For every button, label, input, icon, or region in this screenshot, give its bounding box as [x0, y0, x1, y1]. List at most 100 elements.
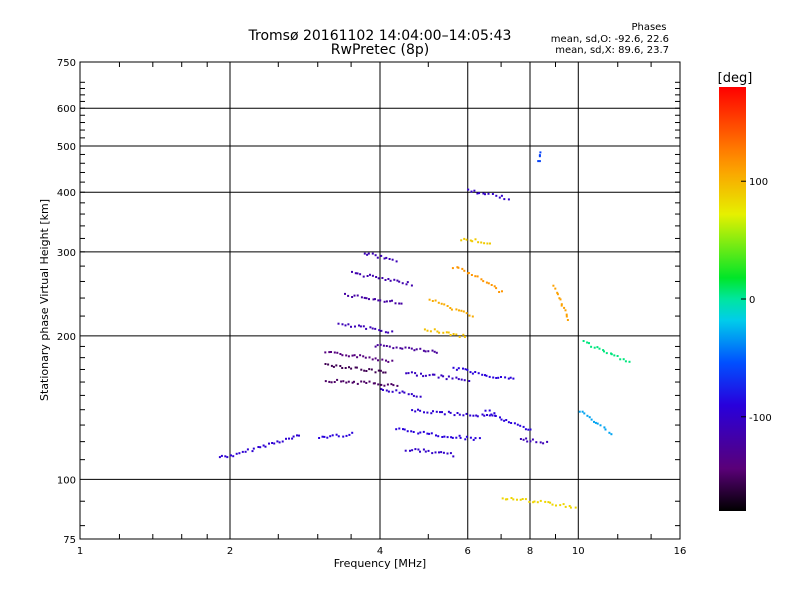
data-point [455, 376, 458, 379]
data-point [457, 378, 460, 381]
data-point [391, 390, 394, 393]
data-point [568, 505, 571, 507]
data-point [417, 448, 420, 451]
data-point [564, 505, 567, 508]
data-point [610, 353, 613, 356]
data-point [362, 275, 365, 278]
data-point [487, 192, 490, 195]
data-point [468, 380, 471, 382]
colorbar-label: [deg] [718, 71, 753, 86]
data-point [384, 331, 387, 334]
data-point [486, 414, 488, 416]
data-point [324, 351, 327, 354]
data-point [422, 375, 425, 378]
data-point [440, 451, 443, 454]
data-point [365, 382, 368, 384]
data-point [599, 424, 602, 427]
data-point [462, 333, 465, 336]
data-point [484, 409, 487, 412]
data-point [374, 371, 377, 374]
data-point [345, 354, 348, 357]
data-point [388, 345, 391, 348]
colorbar-tick-label: 0 [749, 295, 755, 306]
data-point [398, 427, 401, 430]
data-point [354, 366, 357, 369]
data-point [555, 504, 557, 507]
data-point [431, 452, 434, 455]
data-point [368, 298, 370, 301]
data-point [441, 436, 444, 438]
data-point [358, 324, 360, 327]
data-point [588, 416, 591, 419]
data-point [252, 447, 255, 450]
data-point [321, 435, 324, 438]
data-point [524, 498, 527, 501]
data-point [423, 328, 426, 331]
data-point [336, 351, 339, 354]
data-point [246, 448, 249, 451]
data-point [419, 347, 422, 350]
data-point [538, 160, 541, 163]
data-point [578, 410, 581, 413]
data-point [392, 347, 395, 350]
data-point [414, 410, 417, 413]
data-point [347, 323, 350, 326]
data-point [445, 331, 448, 334]
data-point [512, 498, 515, 501]
data-point [232, 455, 235, 458]
data-point [474, 238, 477, 241]
data-point [244, 450, 247, 453]
data-point [525, 437, 528, 440]
data-point [501, 290, 503, 293]
data-point [348, 433, 351, 436]
data-point [441, 411, 443, 414]
data-point [335, 433, 338, 436]
data-point [257, 446, 260, 448]
data-point [329, 435, 332, 438]
data-point [499, 416, 501, 419]
data-point [445, 378, 448, 381]
data-point [405, 283, 408, 286]
data-point [382, 371, 385, 374]
data-point [474, 275, 477, 278]
data-point [387, 390, 390, 393]
data-point [264, 445, 267, 448]
data-point [296, 434, 298, 437]
data-point [475, 414, 478, 417]
data-point [371, 327, 374, 330]
data-point [271, 442, 274, 444]
data-point [531, 438, 534, 441]
data-point [449, 307, 452, 309]
data-point [378, 329, 381, 332]
data-point [404, 346, 407, 349]
data-point [364, 356, 367, 359]
data-point [401, 347, 404, 350]
y-tick-label: 400 [57, 188, 76, 199]
data-point [467, 272, 470, 274]
data-point [419, 431, 422, 434]
data-point [455, 308, 458, 311]
data-point [529, 428, 532, 431]
data-point [455, 368, 458, 371]
data-point [336, 378, 339, 381]
data-point [459, 436, 462, 439]
data-point [437, 376, 440, 379]
data-point [469, 414, 472, 417]
data-point [347, 355, 350, 358]
x-tick-label: 2 [227, 546, 233, 557]
data-point [380, 329, 383, 332]
data-point [411, 449, 414, 452]
data-point [442, 375, 445, 378]
data-point [354, 325, 356, 328]
data-point [385, 256, 388, 259]
data-point [596, 422, 599, 425]
data-point [385, 359, 387, 362]
data-point [491, 414, 494, 417]
data-point [422, 448, 425, 451]
data-point [443, 435, 446, 438]
data-point [474, 371, 477, 373]
data-point [318, 437, 321, 439]
data-point [433, 373, 436, 376]
data-point [332, 365, 335, 368]
data-point [486, 242, 489, 245]
